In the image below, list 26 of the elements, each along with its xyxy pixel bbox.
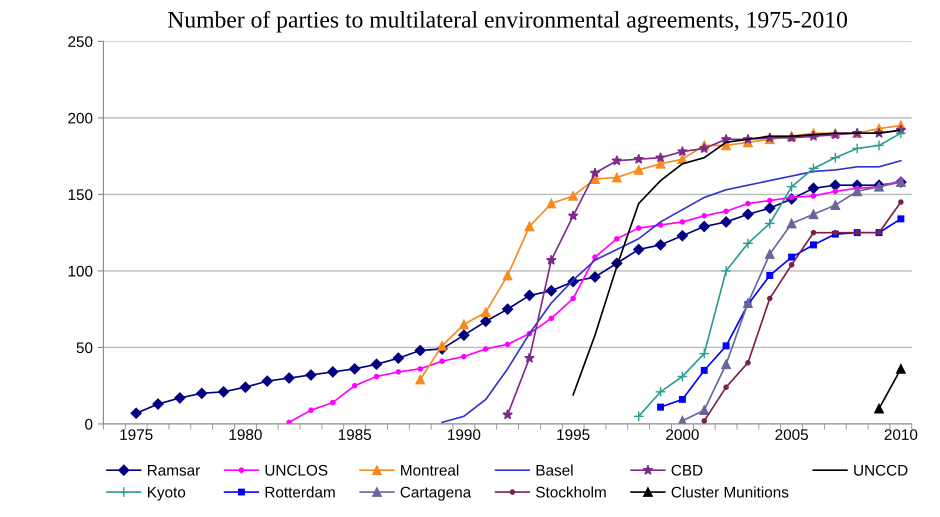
legend-label: Ramsar [148,465,200,476]
chart-title: Number of parties to multilateral environmental agreements, 1975-2010 [168,10,847,33]
y-tick-label: 50 [76,342,92,354]
legend-label: CBD [672,464,702,476]
y-tick-label: 100 [68,266,92,277]
legend-label: UNCLOS [266,464,328,476]
legend-label: UNCCD [854,464,908,476]
x-tick-label: 1985 [338,429,372,440]
x-tick-label: 2010 [884,429,918,440]
legend-label: Rotterdam [266,486,335,498]
y-tick-label: 0 [85,418,92,430]
legend-label: Cluster Munitions [672,486,788,498]
y-tick-label: 200 [68,112,92,124]
x-tick-label: 1995 [557,429,590,440]
legend-label: Cartagena [400,486,472,501]
y-tick-label: 150 [68,189,92,200]
legend-label: Basel [536,464,573,476]
y-tick-label: 250 [68,36,92,48]
legend-label: Montreal [401,464,458,476]
x-tick-label: 1975 [120,429,153,440]
x-tick-label: 2005 [775,429,808,440]
x-tick-label: 1990 [448,429,480,440]
legend-label: Stockholm [536,486,606,498]
x-tick-label: 1980 [230,429,262,440]
legend-label: Kyoto [148,486,186,501]
x-tick-label: 2000 [666,429,699,440]
